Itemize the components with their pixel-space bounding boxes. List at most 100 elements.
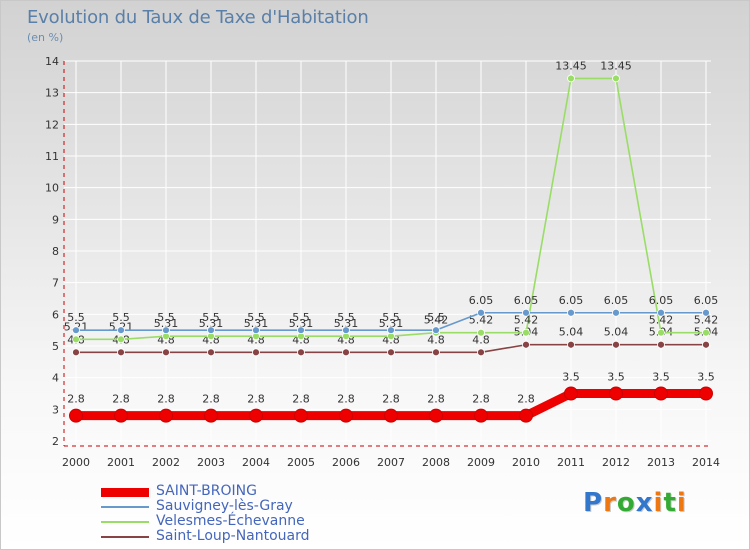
data-label: 2.8 — [427, 393, 445, 406]
data-label: 5.5 — [157, 311, 175, 324]
data-label: 6.05 — [649, 294, 674, 307]
data-label: 5.42 — [694, 314, 719, 327]
data-point — [519, 408, 533, 423]
data-point — [522, 340, 530, 349]
data-point — [339, 408, 353, 423]
data-label: 5.5 — [67, 311, 85, 324]
x-tick-label: 2006 — [332, 456, 360, 469]
data-label: 5.04 — [604, 326, 629, 339]
x-tick-label: 2010 — [512, 456, 540, 469]
y-tick-label: 10 — [45, 182, 59, 195]
logo-letter: i — [676, 488, 687, 518]
logo-letter: i — [653, 488, 664, 518]
data-point — [342, 326, 350, 335]
data-point — [612, 308, 620, 317]
data-point — [567, 340, 575, 349]
data-point — [207, 326, 215, 335]
data-label: 2.8 — [247, 393, 265, 406]
logo-letter: t — [663, 488, 677, 518]
x-tick-label: 2001 — [107, 456, 135, 469]
legend-label: Sauvigney-lès-Gray — [156, 498, 293, 514]
data-point — [72, 326, 80, 335]
data-point — [567, 308, 575, 317]
data-point — [297, 348, 305, 357]
data-point — [432, 348, 440, 357]
data-point — [699, 386, 713, 401]
data-point — [612, 74, 620, 83]
data-label: 2.8 — [67, 393, 85, 406]
data-label: 2.8 — [157, 393, 175, 406]
data-point — [72, 335, 80, 344]
data-point — [477, 308, 485, 317]
data-label: 5.5 — [427, 311, 445, 324]
data-point — [162, 326, 170, 335]
data-point — [564, 386, 578, 401]
data-point — [207, 348, 215, 357]
data-point — [114, 408, 128, 423]
data-label: 5.31 — [244, 317, 269, 330]
y-tick-label: 5 — [52, 340, 59, 353]
data-label: 2.8 — [337, 393, 355, 406]
y-tick-label: 3 — [52, 403, 59, 416]
data-label: 5.5 — [202, 311, 220, 324]
legend-item: Sauvigney-lès-Gray — [101, 498, 401, 515]
data-label: 5.31 — [379, 317, 404, 330]
legend-label: Saint-Loup-Nantouard — [156, 528, 310, 544]
data-point — [117, 326, 125, 335]
data-point — [477, 348, 485, 357]
logo-letter: P — [583, 488, 604, 518]
y-tick-label: 9 — [52, 213, 59, 226]
data-label: 5.5 — [382, 311, 400, 324]
data-point — [429, 408, 443, 423]
data-label: 5.5 — [112, 311, 130, 324]
data-point — [654, 386, 668, 401]
y-tick-label: 2 — [52, 435, 59, 448]
data-label: 3.5 — [607, 371, 625, 384]
data-point — [342, 348, 350, 357]
legend-swatch — [101, 487, 149, 497]
y-tick-label: 13 — [45, 87, 59, 100]
x-tick-label: 2004 — [242, 456, 270, 469]
x-tick-label: 2005 — [287, 456, 315, 469]
data-label: 2.8 — [472, 393, 490, 406]
data-point — [162, 348, 170, 357]
y-tick-label: 12 — [45, 118, 59, 131]
data-point — [657, 308, 665, 317]
data-label: 6.05 — [604, 294, 629, 307]
data-label: 5.42 — [424, 314, 449, 327]
data-label: 5.31 — [199, 317, 224, 330]
legend-swatch — [101, 536, 149, 538]
data-point — [657, 340, 665, 349]
data-point — [567, 74, 575, 83]
data-point — [252, 348, 260, 357]
data-label: 6.05 — [514, 294, 539, 307]
data-label: 5.31 — [289, 317, 314, 330]
data-label: 6.05 — [559, 294, 584, 307]
data-label: 5.04 — [559, 326, 584, 339]
data-point — [702, 340, 710, 349]
data-point — [294, 408, 308, 423]
data-label: 13.45 — [555, 59, 587, 72]
logo-letter: o — [616, 488, 636, 518]
legend-item: SAINT-BROING — [101, 483, 401, 500]
data-label: 5.5 — [337, 311, 355, 324]
legend-label: Velesmes-Échevanne — [156, 513, 305, 529]
data-label: 2.8 — [112, 393, 130, 406]
data-point — [702, 328, 710, 337]
x-tick-label: 2013 — [647, 456, 675, 469]
legend-item: Saint-Loup-Nantouard — [101, 528, 401, 545]
data-point — [387, 326, 395, 335]
y-tick-label: 6 — [52, 308, 59, 321]
data-label: 2.8 — [382, 393, 400, 406]
y-tick-label: 11 — [45, 150, 59, 163]
data-point — [384, 408, 398, 423]
data-point — [702, 308, 710, 317]
x-tick-label: 2014 — [692, 456, 720, 469]
data-label: 5.5 — [292, 311, 310, 324]
data-point — [432, 326, 440, 335]
data-point — [477, 328, 485, 337]
x-tick-label: 2000 — [62, 456, 90, 469]
data-point — [117, 335, 125, 344]
data-label: 5.5 — [247, 311, 265, 324]
data-label: 3.5 — [652, 371, 670, 384]
